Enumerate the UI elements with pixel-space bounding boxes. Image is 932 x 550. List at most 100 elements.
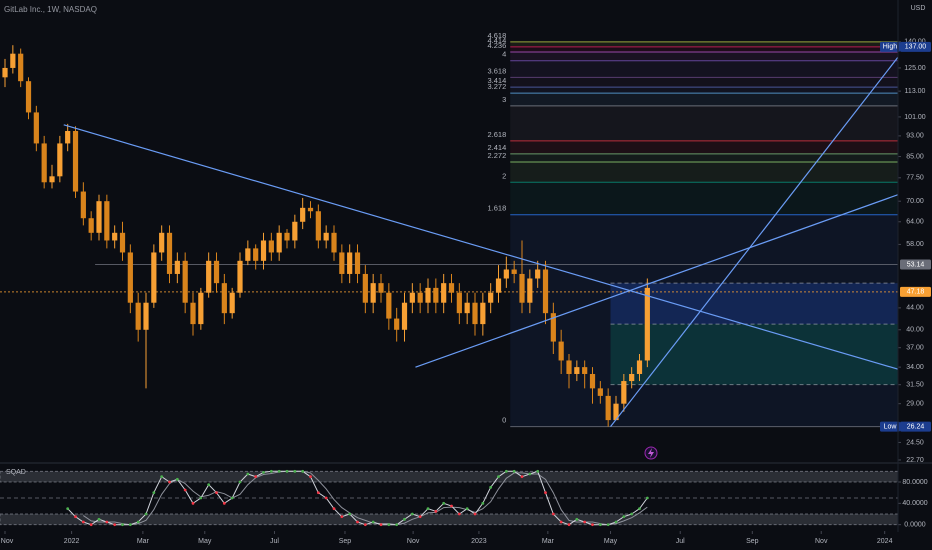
candle-body [441, 283, 447, 303]
osc-dot [175, 477, 179, 481]
candle-body [127, 252, 133, 303]
fib-zone [510, 41, 898, 47]
x-tick-label: Nov [815, 538, 828, 545]
osc-dot [316, 491, 320, 495]
candle-body [119, 232, 126, 253]
fib-zone [510, 60, 898, 78]
fib-zone [510, 46, 898, 52]
candle-body [10, 53, 16, 68]
candle-body [151, 252, 157, 303]
candle-body [284, 232, 290, 241]
candle-body [347, 252, 353, 274]
candle-body [18, 53, 24, 82]
marker-badge-label: 26.24 [907, 424, 925, 431]
osc-dot [575, 517, 579, 521]
osc-dot [191, 501, 195, 505]
fib-zone [510, 182, 898, 215]
osc-dot [418, 515, 422, 519]
candle-body [57, 143, 63, 177]
osc-dot [457, 512, 461, 516]
osc-dot [309, 475, 312, 479]
osc-band [0, 513, 899, 526]
x-tick-label: 2023 [471, 538, 487, 545]
fib-label: 1.618 [487, 204, 506, 213]
candle-body [409, 292, 415, 303]
candle-body [550, 313, 556, 342]
osc-dot [622, 515, 626, 519]
fib-label: 3 [502, 95, 506, 104]
osc-dot [222, 501, 226, 505]
candle-body [206, 260, 212, 293]
x-tick-label: May [198, 538, 212, 545]
osc-dot [410, 512, 414, 516]
osc-dot [262, 471, 265, 474]
osc-dot [387, 523, 391, 527]
candle-body [574, 367, 580, 374]
candle-body [495, 278, 502, 293]
y-tick-label: 77.50 [906, 175, 924, 182]
candle-body [542, 269, 549, 314]
candle-body [88, 218, 94, 233]
trendline [63, 124, 899, 370]
price-badge-label: 53.14 [907, 261, 925, 268]
x-tick-label: 2024 [877, 538, 893, 545]
marker-tag [880, 41, 900, 52]
candle-body [166, 232, 173, 274]
candle-body [582, 367, 588, 374]
fib-label: 2 [502, 171, 506, 180]
candle-body [25, 81, 32, 113]
fib-label: 4.414 [487, 36, 506, 45]
osc-dot [512, 469, 516, 473]
osc-dot [363, 523, 367, 527]
alert-icon[interactable] [644, 446, 658, 460]
candle-body [386, 292, 392, 319]
candle-body [636, 360, 643, 374]
osc-dot [544, 491, 547, 495]
marker-tag-label: Low [884, 424, 898, 431]
fib-zone [510, 87, 898, 94]
x-tick-label: Jul [676, 538, 685, 545]
osc-dot [128, 523, 132, 527]
y-tick-label: 22.70 [906, 457, 924, 464]
candle-body [558, 341, 564, 361]
osc-dot [277, 469, 281, 473]
osc-dot [324, 496, 328, 500]
osc-y-tick-label: 0.0000 [904, 522, 926, 529]
trendline [610, 56, 899, 428]
osc-dot [465, 507, 469, 511]
y-tick-label: 34.00 [906, 364, 924, 371]
osc-dot [379, 523, 383, 527]
osc-dot [442, 501, 446, 505]
y-tick-label: 70.00 [906, 198, 924, 205]
osc-dot [614, 520, 618, 524]
candle-body [331, 232, 337, 253]
price-badge [900, 286, 931, 297]
candle-body [378, 283, 384, 293]
marker-badge [900, 421, 931, 432]
price-badge [900, 259, 931, 270]
osc-dot [105, 520, 109, 524]
fib-zone [510, 93, 898, 106]
candle-body [456, 292, 462, 314]
osc-dot [551, 512, 555, 516]
candle-body [72, 131, 79, 192]
candle-body [597, 388, 603, 396]
candle-body [104, 201, 110, 241]
osc-y-tick-label: 40.0000 [902, 500, 927, 507]
currency-label: USD [911, 5, 926, 12]
candle-body [33, 112, 39, 144]
candle-body [182, 260, 188, 303]
osc-dot [113, 523, 117, 527]
osc-dot [89, 523, 93, 527]
osc-dot [199, 496, 203, 500]
candle-body [135, 302, 141, 330]
fib-zone [510, 77, 898, 88]
candle-body [65, 131, 71, 144]
osc-dot [395, 523, 399, 527]
osc-dot [121, 523, 124, 527]
fib-label: 3.414 [487, 76, 506, 85]
osc-dot [74, 515, 77, 519]
candle-body [644, 287, 650, 361]
osc-dot [348, 512, 352, 516]
candle-body [401, 302, 408, 330]
